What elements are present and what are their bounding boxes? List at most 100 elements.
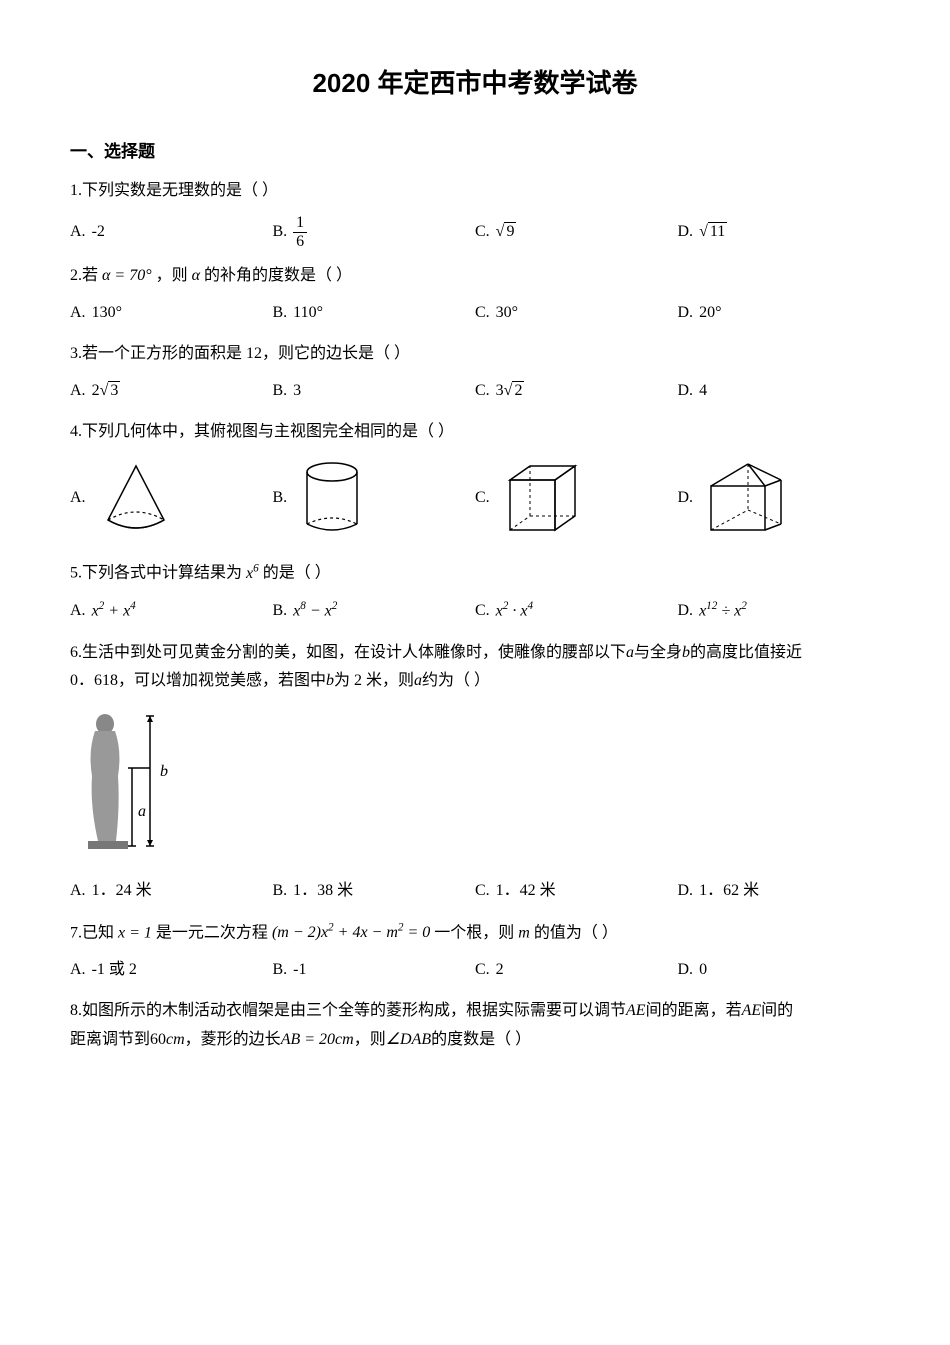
opt-value: -1 [293,956,306,985]
opt-label: D. [678,218,694,247]
opt-value: 130° [92,299,122,328]
q6-l1-mid: 与全身 [634,644,682,661]
q2-alpha: α [192,267,200,284]
q3-opt-a: A.2√3 [70,377,273,406]
q1-opt-a: A. -2 [70,214,273,250]
q2-alpha-eq: α = 70° [102,267,152,284]
q8-angle: ∠DAB [386,1031,431,1048]
opt-label: A. [70,877,86,906]
question-7: 7.已知 x = 1 是一元二次方程 (m − 2)x2 + 4x − m2 =… [70,918,880,948]
opt-value: 110° [293,299,323,328]
fraction-icon: 16 [293,214,307,250]
q8-cm1: cm [166,1031,185,1048]
q5-options: A.x2 + x4 B.x8 − x2 C.x2 · x4 D.x12 ÷ x2 [70,596,880,626]
opt-value: 1．24 米 [92,877,152,906]
label-b: b [160,763,168,780]
opt-label: B. [273,484,288,513]
sqrt-icon: 2√3 [92,377,121,406]
q4-opt-d: D. [678,458,881,538]
q7-mid1: 是一元二次方程 [156,924,268,941]
question-6: 6.生活中到处可见黄金分割的美，如图，在设计人体雕像时，使雕像的腰部以下a与全身… [70,639,880,697]
opt-label: C. [475,956,490,985]
opt-value: 20° [699,299,721,328]
question-3: 3.若一个正方形的面积是 12，则它的边长是（ ） [70,340,880,369]
q6-opt-a: A.1．24 米 [70,877,273,906]
opt-value: x8 − x2 [293,596,337,626]
q5-expr: x6 [246,565,259,582]
opt-label: A. [70,484,86,513]
statue-icon: b a [70,706,210,856]
label-a: a [138,803,146,820]
q6-b: b [682,644,690,661]
opt-label: A. [70,299,86,328]
opt-label: D. [678,299,694,328]
q7-eq1: x = 1 [118,924,152,941]
q8-l1-post: 间的 [761,1002,793,1019]
opt-label: C. [475,484,490,513]
q2-pre: 2.若 [70,267,98,284]
opt-label: B. [273,299,288,328]
q1-opt-d: D. √11 [678,214,881,250]
section-heading: 一、选择题 [70,137,880,168]
q8-l1-mid: 间的距离，若 [646,1002,742,1019]
opt-label: C. [475,377,490,406]
opt-label: D. [678,484,694,513]
cylinder-icon [297,458,367,538]
q2-opt-c: C. 30° [475,299,678,328]
q8-l1-pre: 8.如图所示的木制活动衣帽架是由三个全等的菱形构成，根据实际需要可以调节 [70,1002,626,1019]
cube-icon [500,458,585,538]
q8-ae2: AE [742,1002,762,1019]
opt-value: x2 · x4 [496,596,533,626]
q6-opt-b: B.1．38 米 [273,877,476,906]
q1-opt-c: C. √9 [475,214,678,250]
opt-label: B. [273,956,288,985]
q8-ab: AB = 20 [281,1031,335,1048]
opt-label: A. [70,218,86,247]
q7-opt-c: C.2 [475,956,678,985]
opt-value: -1 或 2 [92,956,137,985]
q8-dist: 60 [150,1031,166,1048]
opt-label: B. [273,377,288,406]
opt-value: 4 [699,377,707,406]
q8-l2-mid2: ，则 [354,1031,386,1048]
q6-l2-pre: 0．618，可以增加视觉美感，若图中 [70,672,326,689]
q3-options: A.2√3 B.3 C.3√2 D.4 [70,377,880,406]
q4-opt-a: A. [70,458,273,538]
q6-options: A.1．24 米 B.1．38 米 C.1．42 米 D.1．62 米 [70,877,880,906]
q5-opt-b: B.x8 − x2 [273,596,476,626]
q6-a: a [626,644,634,661]
q3-opt-c: C.3√2 [475,377,678,406]
q2-post: 的补角的度数是（ ） [204,267,352,284]
q6-opt-d: D.1．62 米 [678,877,881,906]
opt-label: B. [273,218,288,247]
sqrt-icon: √11 [699,218,727,247]
opt-label: C. [475,218,490,247]
question-4: 4.下列几何体中，其俯视图与主视图完全相同的是（ ） [70,418,880,447]
q8-l2-mid1: ，菱形的边长 [185,1031,281,1048]
q5-opt-c: C.x2 · x4 [475,596,678,626]
q7-pre: 7.已知 [70,924,114,941]
q8-l2-post: 的度数是（ ） [431,1031,531,1048]
opt-value: 0 [699,956,707,985]
opt-label: C. [475,877,490,906]
q2-options: A.130° B.110° C. 30° D.20° [70,299,880,328]
q7-options: A.-1 或 2 B.-1 C.2 D.0 [70,956,880,985]
opt-value: 30° [496,299,518,328]
q7-opt-b: B.-1 [273,956,476,985]
opt-value: 2 [496,956,504,985]
q7-eq2: (m − 2)x2 + 4x − m2 = 0 [272,924,430,941]
q4-opt-c: C. [475,458,678,538]
opt-label: D. [678,956,694,985]
opt-value: 1．38 米 [293,877,353,906]
q3-opt-d: D.4 [678,377,881,406]
q7-opt-a: A.-1 或 2 [70,956,273,985]
question-8: 8.如图所示的木制活动衣帽架是由三个全等的菱形构成，根据实际需要可以调节 AE间的… [70,997,880,1055]
question-1: 1.下列实数是无理数的是（ ） [70,177,880,206]
q5-pre: 5.下列各式中计算结果为 [70,565,242,582]
opt-label: A. [70,597,86,626]
q6-l2-mid: 为 2 米，则 [334,672,414,689]
q2-opt-a: A.130° [70,299,273,328]
opt-value: 1．62 米 [699,877,759,906]
opt-label: C. [475,299,490,328]
prism-icon [703,458,788,538]
